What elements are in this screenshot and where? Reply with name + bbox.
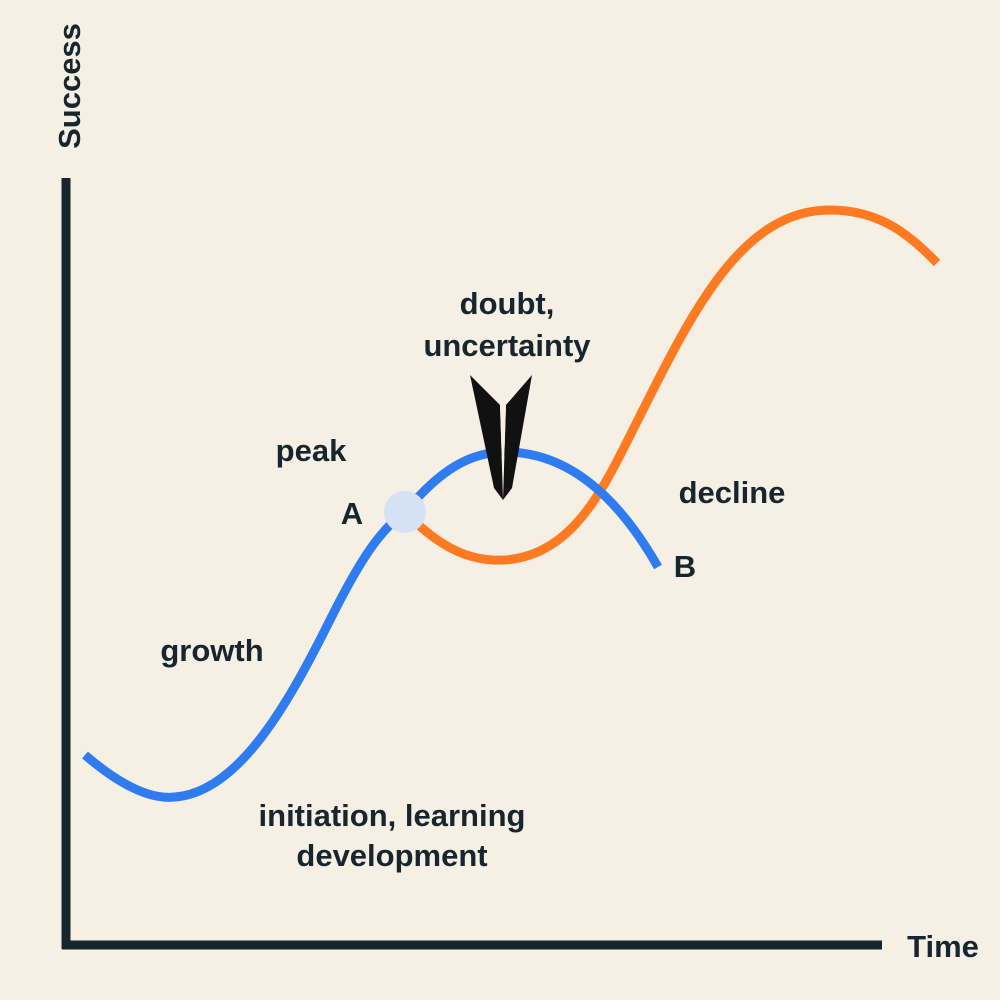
initiation-label: development — [296, 838, 487, 873]
doubt-label: uncertainty — [423, 328, 591, 363]
initiation-label: initiation, learning — [259, 798, 526, 833]
arrow-gap — [500, 405, 506, 490]
doubt-label: doubt, — [460, 286, 555, 321]
point-a-label: A — [341, 496, 363, 531]
point-b-label: B — [674, 549, 696, 584]
arrow-left — [470, 375, 503, 500]
y-axis-label: Success — [52, 23, 87, 149]
decline-label: decline — [679, 475, 786, 510]
first-curve — [82, 447, 662, 802]
peak-label: peak — [276, 433, 347, 468]
second-curve — [401, 205, 941, 565]
x-axis-label: Time — [907, 929, 979, 964]
point-a-marker — [384, 491, 426, 533]
growth-label: growth — [160, 633, 263, 668]
arrow-right — [503, 375, 532, 500]
